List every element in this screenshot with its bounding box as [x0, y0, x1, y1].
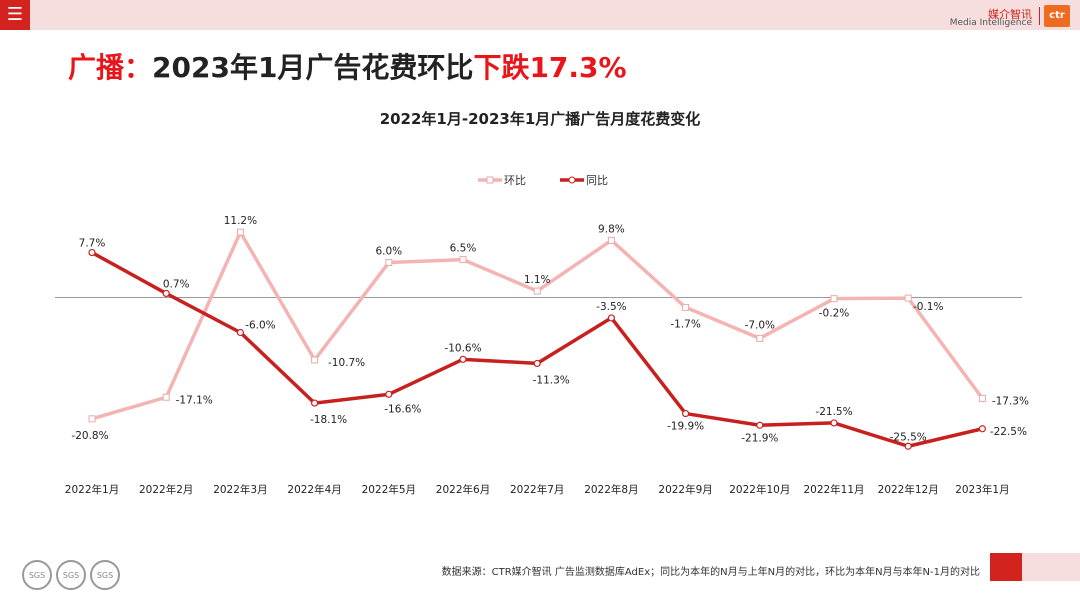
data-point	[607, 314, 616, 322]
data-point	[682, 303, 690, 311]
x-tick-label: 2022年3月	[213, 483, 267, 496]
x-tick-label: 2022年7月	[510, 483, 564, 496]
data-point	[904, 442, 912, 450]
data-point	[459, 256, 467, 264]
ctr-logo-icon: ctr	[1044, 5, 1070, 27]
x-tick-label: 2022年12月	[878, 483, 939, 496]
data-label: 0.7%	[163, 278, 190, 290]
certification-badges: SGS SGS SGS	[22, 560, 120, 590]
x-tick-label: 2022年5月	[362, 483, 416, 496]
data-point	[385, 390, 393, 398]
x-tick-label: 2022年8月	[584, 483, 638, 496]
data-point	[756, 421, 764, 429]
line-chart: -20.8% -17.1% 11.2% -10.7% 6.0% 6.5% 1.1% 9.8% -…	[55, 174, 1029, 496]
data-label: -25.5%	[890, 431, 927, 443]
legend-label: 同比	[586, 174, 608, 187]
title-prefix: 广播：	[68, 51, 153, 84]
x-tick-label: 2022年6月	[436, 483, 490, 496]
data-label: -0.1%	[913, 301, 943, 313]
data-point	[236, 228, 244, 236]
data-label: 7.7%	[79, 238, 106, 250]
legend-marker	[568, 176, 576, 184]
title-highlight: 下跌17.3%	[473, 51, 627, 84]
data-label: 6.5%	[450, 243, 477, 255]
data-point	[162, 289, 170, 298]
data-label: -21.5%	[815, 406, 852, 418]
chart-title: 2022年1月-2023年1月广播广告月度花费变化	[379, 110, 701, 128]
data-label: -20.8%	[71, 430, 108, 442]
data-label: -6.0%	[245, 320, 275, 332]
data-label: -16.6%	[384, 403, 421, 415]
data-label: 6.0%	[375, 246, 402, 258]
x-tick-label: 2022年4月	[287, 483, 341, 496]
data-label: -17.1%	[176, 394, 213, 406]
data-point	[681, 409, 690, 418]
logo-divider	[1039, 7, 1040, 25]
menu-icon[interactable]: ☰	[0, 0, 30, 30]
data-label: -10.6%	[444, 342, 481, 354]
x-tick-label: 2022年10月	[729, 483, 790, 496]
x-tick-label: 2022年1月	[65, 483, 119, 496]
legend-marker	[486, 176, 494, 184]
data-point	[830, 295, 838, 303]
data-point	[904, 294, 912, 302]
data-point	[756, 334, 764, 342]
data-point	[236, 328, 244, 337]
data-point	[978, 394, 986, 402]
title-main: 2023年1月广告花费环比	[152, 51, 474, 84]
data-point	[385, 259, 393, 266]
data-label: -19.9%	[667, 421, 704, 433]
x-tick-label: 2022年11月	[803, 483, 864, 496]
data-point	[88, 415, 96, 423]
data-label: 11.2%	[224, 215, 257, 227]
source-note: 数据来源：CTR媒介智讯 广告监测数据库AdEx；同比为本年的N月与上年N月的对…	[441, 567, 980, 578]
data-label: -22.5%	[990, 426, 1027, 438]
data-point	[830, 419, 838, 427]
data-label: -7.0%	[745, 319, 775, 331]
data-point	[311, 356, 319, 364]
data-label: -11.3%	[533, 374, 570, 386]
page-title: 广播：2023年1月广告花费环比下跌17.3%	[68, 46, 627, 86]
legend-label: 环比	[504, 174, 526, 187]
x-tick-label: 2023年1月	[955, 483, 1009, 496]
sgs-badge-icon: SGS	[90, 560, 120, 590]
x-tick-label: 2022年2月	[139, 483, 193, 496]
logo-en: Media Intelligence	[949, 18, 1032, 28]
data-label: 9.8%	[598, 223, 625, 235]
data-point	[978, 425, 987, 433]
data-label: -3.5%	[596, 301, 626, 313]
footer-accent	[990, 553, 1022, 581]
data-label: -18.1%	[310, 414, 347, 426]
data-label: -10.7%	[328, 357, 365, 369]
data-point	[459, 355, 467, 363]
data-point	[607, 236, 615, 244]
data-label: -1.7%	[670, 318, 700, 330]
data-label: 1.1%	[524, 274, 551, 286]
data-label: -17.3%	[992, 395, 1029, 407]
data-point	[533, 287, 541, 295]
top-bar	[0, 0, 1080, 30]
data-label: -21.9%	[741, 432, 778, 444]
sgs-badge-icon: SGS	[22, 560, 52, 590]
data-point	[533, 359, 541, 368]
x-tick-label: 2022年9月	[658, 483, 712, 496]
data-label: -0.2%	[819, 308, 849, 320]
sgs-badge-icon: SGS	[56, 560, 86, 590]
data-point	[162, 393, 170, 401]
data-point	[311, 399, 319, 407]
data-point	[88, 248, 96, 257]
logo-cn: 媒介智讯	[988, 8, 1032, 21]
